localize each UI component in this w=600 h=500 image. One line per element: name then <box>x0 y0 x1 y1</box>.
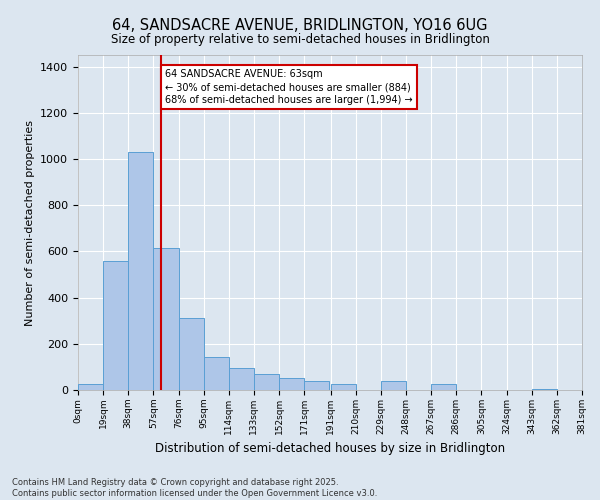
Y-axis label: Number of semi-detached properties: Number of semi-detached properties <box>25 120 35 326</box>
Bar <box>128 152 154 390</box>
Bar <box>331 384 356 390</box>
Bar <box>179 318 203 390</box>
Text: 64, SANDSACRE AVENUE, BRIDLINGTON, YO16 6UG: 64, SANDSACRE AVENUE, BRIDLINGTON, YO16 … <box>112 18 488 32</box>
Bar <box>203 356 229 390</box>
Bar <box>532 389 557 390</box>
Bar <box>431 384 457 390</box>
Bar <box>78 384 103 390</box>
Bar <box>229 368 254 390</box>
Bar <box>279 378 304 390</box>
Bar <box>254 374 279 390</box>
Bar <box>154 248 179 390</box>
Text: 64 SANDSACRE AVENUE: 63sqm
← 30% of semi-detached houses are smaller (884)
68% o: 64 SANDSACRE AVENUE: 63sqm ← 30% of semi… <box>166 69 413 106</box>
Bar <box>103 260 128 390</box>
Text: Contains HM Land Registry data © Crown copyright and database right 2025.
Contai: Contains HM Land Registry data © Crown c… <box>12 478 377 498</box>
Bar <box>304 381 329 390</box>
X-axis label: Distribution of semi-detached houses by size in Bridlington: Distribution of semi-detached houses by … <box>155 442 505 456</box>
Text: Size of property relative to semi-detached houses in Bridlington: Size of property relative to semi-detach… <box>110 32 490 46</box>
Bar <box>381 381 406 390</box>
